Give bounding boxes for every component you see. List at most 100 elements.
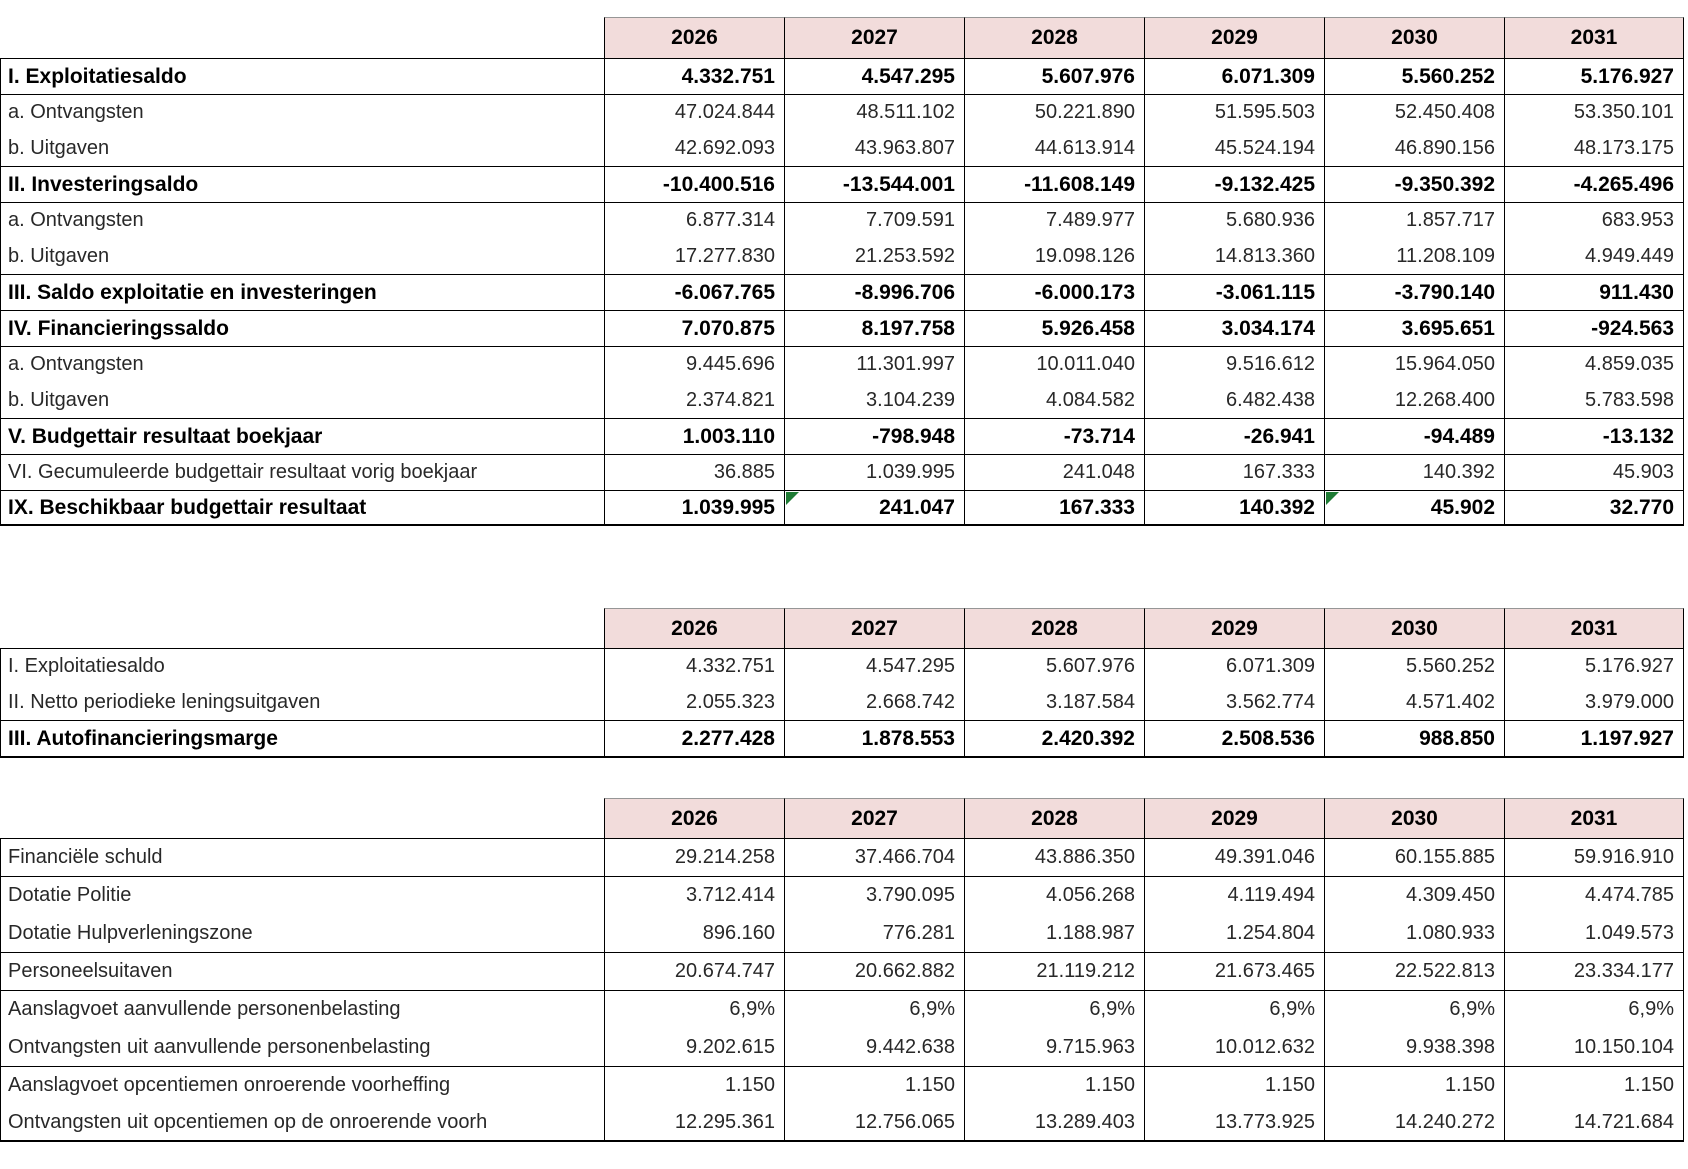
table-row: II. Investeringsaldo -10.400.516 -13.544.0…: [0, 166, 1684, 202]
value-cell: 52.450.408: [1324, 94, 1504, 130]
row-label: Aanslagvoet opcentiemen onroerende voorh…: [0, 1066, 604, 1104]
header-spacer: [0, 17, 604, 58]
value-cell: 36.885: [604, 454, 784, 490]
value-cell: 5.176.927: [1504, 58, 1684, 94]
value-text: 1.150: [724, 1074, 775, 1096]
value-cell: 911.430: [1504, 274, 1684, 310]
value-text: 4.474.785: [1585, 884, 1674, 906]
value-cell: 6,9%: [964, 990, 1144, 1028]
table-row: II. Netto periodieke leningsuitgaven 2.05…: [0, 684, 1684, 720]
table-row: b. Uitgaven 2.374.821 3.104.239 4.084.582 6.…: [0, 382, 1684, 418]
value-text: 29.214.258: [674, 846, 775, 868]
row-label: Financiële schuld: [0, 838, 604, 876]
table-row: IX. Beschikbaar budgettair resultaat 1.03…: [0, 490, 1684, 526]
value-text: 1.150: [1264, 1074, 1315, 1096]
value-text: 4.119.494: [1227, 884, 1316, 906]
value-cell: 12.268.400: [1324, 382, 1504, 418]
year-header-row: 2026 2027 2028 2029 2030 2031: [0, 798, 1684, 838]
year-header-label: 2029: [1211, 26, 1258, 49]
row-label: a. Ontvangsten: [0, 346, 604, 382]
value-cell: 3.562.774: [1144, 684, 1324, 720]
value-cell: 2.277.428: [604, 720, 784, 758]
table-row: III. Autofinancieringsmarge 2.277.428 1.87…: [0, 720, 1684, 758]
year-header-label: 2030: [1391, 616, 1438, 640]
value-cell: 3.712.414: [604, 876, 784, 914]
value-text: 5.176.927: [1580, 64, 1674, 88]
table-row: a. Ontvangsten 9.445.696 11.301.997 10.011.…: [0, 346, 1684, 382]
value-text: -4.265.496: [1573, 172, 1674, 196]
value-cell: 5.176.927: [1504, 648, 1684, 684]
value-text: 6.071.309: [1221, 64, 1315, 88]
value-text: 4.309.450: [1406, 884, 1495, 906]
table-row: III. Saldo exploitatie en investeringen -…: [0, 274, 1684, 310]
value-cell: 1.150: [1504, 1066, 1684, 1104]
year-header-2029: 2029: [1144, 17, 1324, 58]
value-cell: 6,9%: [604, 990, 784, 1028]
value-cell: 13.289.403: [964, 1104, 1144, 1142]
value-cell: 20.674.747: [604, 952, 784, 990]
value-cell: 1.049.573: [1504, 914, 1684, 952]
value-cell: 2.668.742: [784, 684, 964, 720]
value-cell: 45.524.194: [1144, 130, 1324, 166]
value-text: 15.964.050: [1394, 353, 1495, 375]
value-cell: 7.070.875: [604, 310, 784, 346]
year-header-label: 2029: [1211, 806, 1258, 830]
value-cell: 6,9%: [1144, 990, 1324, 1028]
value-text: 43.886.350: [1034, 846, 1135, 868]
value-text: 1.188.987: [1046, 921, 1135, 944]
row-label: Ontvangsten uit opcentiemen op de onroer…: [0, 1104, 604, 1142]
row-label-text: Personeelsuitaven: [8, 960, 173, 982]
value-text: 4.547.295: [861, 64, 955, 88]
table-row: Aanslagvoet aanvullende personenbelastin…: [0, 990, 1684, 1028]
year-header-2027: 2027: [784, 608, 964, 648]
row-label-text: III. Saldo exploitatie en investeringen: [8, 280, 377, 304]
year-header-2029: 2029: [1144, 608, 1324, 648]
value-text: -13.544.001: [842, 172, 955, 196]
row-label-text: II. Netto periodieke leningsuitgaven: [8, 690, 321, 713]
value-text: -6.067.765: [674, 280, 775, 304]
value-cell: 4.949.449: [1504, 238, 1684, 274]
year-header-label: 2030: [1391, 26, 1438, 49]
value-text: 10.150.104: [1573, 1035, 1674, 1058]
row-label: Ontvangsten uit aanvullende personenbela…: [0, 1028, 604, 1066]
value-text: 6.071.309: [1226, 655, 1315, 677]
value-text: 7.070.875: [681, 316, 775, 340]
value-text: 4.949.449: [1585, 244, 1674, 267]
header-spacer: [0, 608, 604, 648]
year-header-label: 2028: [1031, 806, 1078, 830]
value-text: 52.450.408: [1394, 101, 1495, 123]
value-cell: 23.334.177: [1504, 952, 1684, 990]
year-header-label: 2027: [851, 616, 898, 640]
year-header-label: 2028: [1031, 616, 1078, 640]
year-header-2030: 2030: [1324, 798, 1504, 838]
year-header-label: 2027: [851, 806, 898, 830]
value-cell: 3.104.239: [784, 382, 964, 418]
year-header-2028: 2028: [964, 608, 1144, 648]
value-cell: -6.067.765: [604, 274, 784, 310]
value-cell: 9.445.696: [604, 346, 784, 382]
value-cell: 53.350.101: [1504, 94, 1684, 130]
row-label: Personeelsuitaven: [0, 952, 604, 990]
value-cell: 11.301.997: [784, 346, 964, 382]
year-header-label: 2026: [671, 616, 718, 640]
year-header-label: 2026: [671, 806, 718, 830]
value-cell: 2.508.536: [1144, 720, 1324, 758]
value-cell: 6,9%: [784, 990, 964, 1028]
value-text: -3.790.140: [1394, 280, 1495, 304]
value-cell: 6,9%: [1324, 990, 1504, 1028]
row-label-text: IX. Beschikbaar budgettair resultaat: [8, 495, 367, 519]
value-cell: 1.150: [784, 1066, 964, 1104]
value-text: 12.268.400: [1394, 388, 1495, 411]
value-text: 4.056.268: [1046, 884, 1135, 906]
value-cell: -11.608.149: [964, 166, 1144, 202]
value-text: 5.783.598: [1585, 388, 1674, 411]
value-text: 167.333: [1242, 461, 1315, 483]
value-cell: 46.890.156: [1324, 130, 1504, 166]
value-text: 11.301.997: [856, 353, 955, 375]
value-cell: 9.938.398: [1324, 1028, 1504, 1066]
table-row: Dotatie Politie 3.712.414 3.790.095 4.056.2…: [0, 876, 1684, 914]
year-header-label: 2030: [1391, 806, 1438, 830]
value-cell: 6,9%: [1504, 990, 1684, 1028]
year-header-2030: 2030: [1324, 17, 1504, 58]
comment-marker-icon: [1326, 492, 1339, 505]
